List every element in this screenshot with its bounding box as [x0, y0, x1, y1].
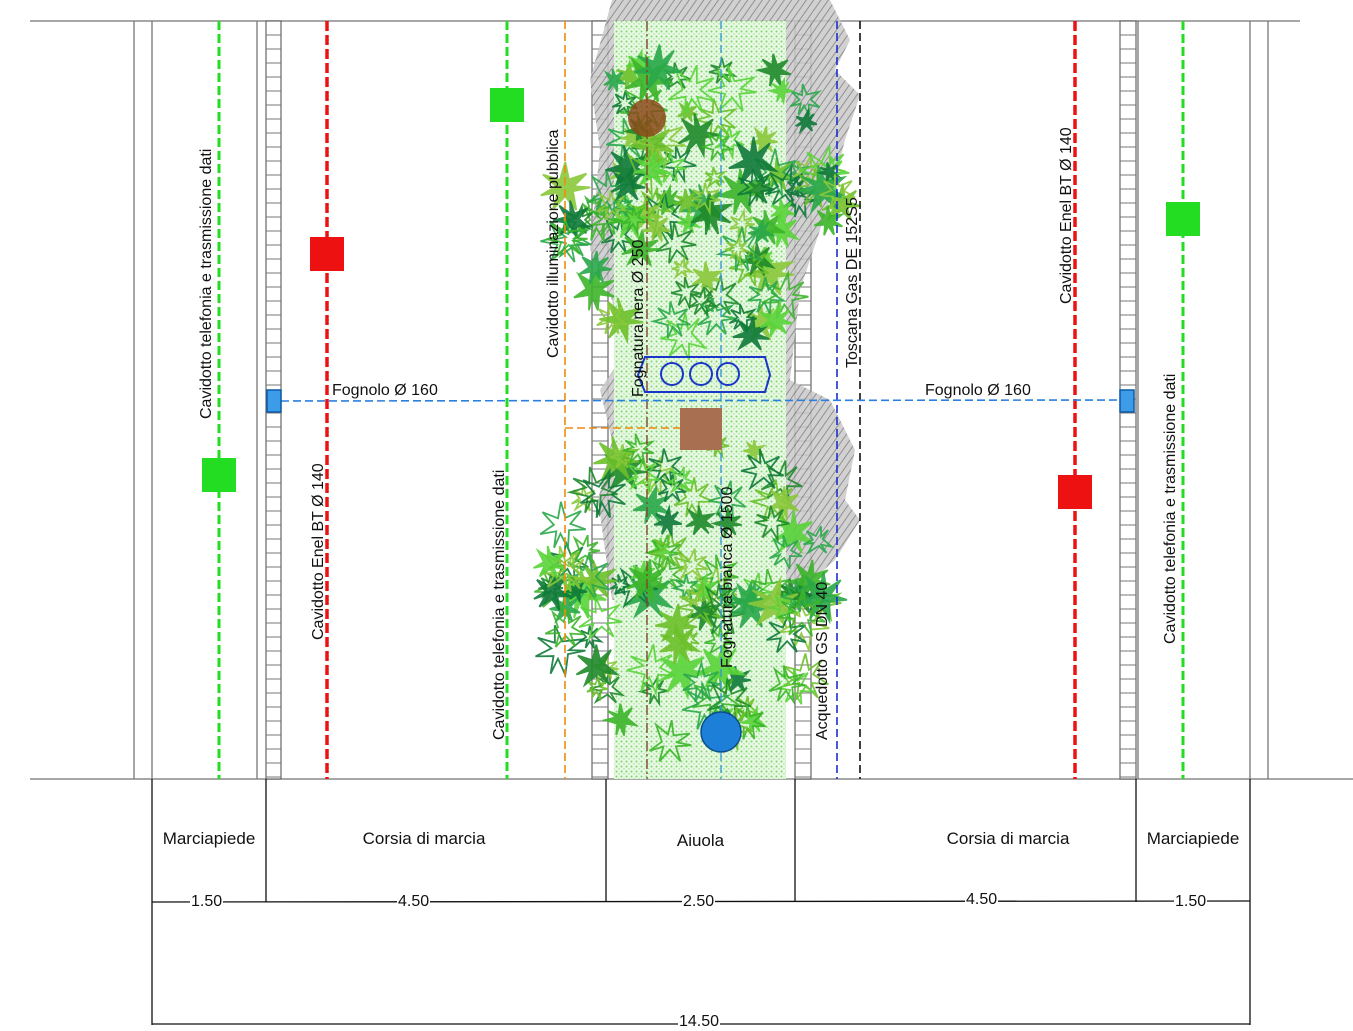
dimension-sidewalk-left: 1.50: [190, 893, 224, 911]
label-telecom-center: Cavidotto telefonia e trasmissione dati: [491, 469, 508, 740]
telecom-chamber: [1166, 202, 1200, 236]
dimension-lane-left: 4.50: [397, 893, 431, 911]
fognolo-line: [280, 399, 1121, 402]
dimension-lane-right: 4.50: [965, 891, 999, 909]
label-fognatura-bianca: Fognatura bianca Ø 1500: [719, 486, 736, 668]
label-fognolo-left: Fognolo Ø 160: [332, 382, 438, 399]
dimension-total: 14.50: [678, 1013, 721, 1031]
segment-label-median: Aiuola: [676, 831, 725, 850]
gully-right: [1119, 389, 1135, 413]
curb-lines: [133, 21, 1269, 779]
fognatura-nera-well: [628, 99, 666, 137]
label-acquedotto: Acquedotto GS DN 40: [814, 581, 831, 740]
label-telecom-right: Cavidotto telefonia e trasmissione dati: [1162, 373, 1179, 644]
label-telecom-left: Cavidotto telefonia e trasmissione dati: [198, 148, 215, 419]
dimension-median: 2.50: [682, 893, 716, 911]
fognolo-junction: [636, 356, 772, 393]
enel-chamber: [1058, 475, 1092, 509]
sewer-manhole: [680, 408, 722, 450]
label-gas: Toscana Gas DE 152S5: [844, 197, 861, 368]
fognatura-bianca-well: [700, 711, 742, 753]
gully-left: [266, 389, 282, 413]
segment-label-sidewalk-left: Marciapiede: [162, 829, 256, 848]
segment-label-sidewalk-right: Marciapiede: [1146, 829, 1240, 848]
telecom-chamber: [490, 88, 524, 122]
telecom-chamber: [202, 458, 236, 492]
dimension-sidewalk-right: 1.50: [1174, 893, 1208, 911]
label-enel-left: Cavidotto Enel BT Ø 140: [310, 463, 327, 640]
label-fognolo-right: Fognolo Ø 160: [925, 382, 1031, 399]
label-illuminazione: Cavidotto illuminazione pubblica: [545, 129, 562, 358]
tree-canopies: [533, 44, 861, 763]
label-enel-right: Cavidotto Enel BT Ø 140: [1058, 127, 1075, 304]
utility-chambers: [202, 88, 1200, 753]
enel-chamber: [310, 237, 344, 271]
label-fognatura-nera: Fognatura nera Ø 250: [630, 239, 647, 397]
segment-label-lane-left: Corsia di marcia: [362, 829, 486, 848]
utility-lines: [217, 21, 1185, 779]
segment-label-lane-right: Corsia di marcia: [946, 829, 1070, 848]
